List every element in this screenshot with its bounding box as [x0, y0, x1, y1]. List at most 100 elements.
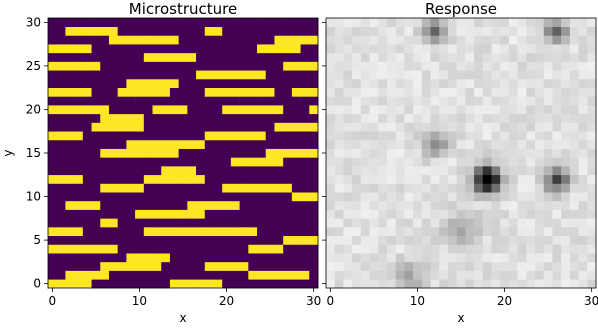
heatmap-cell-microstructure — [239, 200, 249, 210]
heatmap-cell-response — [552, 270, 562, 280]
heatmap-cell-microstructure — [213, 18, 223, 28]
heatmap-cell-microstructure — [74, 244, 84, 254]
heatmap-cell-microstructure — [74, 105, 84, 115]
heatmap-cell-response — [352, 174, 362, 184]
heatmap-cell-microstructure — [196, 131, 206, 141]
heatmap-cell-response — [561, 122, 571, 132]
heatmap-cell-microstructure — [82, 227, 92, 237]
heatmap-cell-response — [561, 35, 571, 45]
heatmap-cell-response — [465, 235, 475, 245]
heatmap-cell-microstructure — [161, 70, 171, 80]
heatmap-cell-response — [526, 279, 536, 289]
heatmap-cell-response — [543, 96, 553, 106]
heatmap-cell-response — [369, 279, 379, 289]
heatmap-cell-microstructure — [65, 35, 75, 45]
heatmap-cell-response — [474, 113, 484, 123]
heatmap-cell-microstructure — [196, 279, 206, 289]
heatmap-cell-microstructure — [108, 209, 118, 219]
heatmap-cell-microstructure — [196, 192, 206, 202]
heatmap-cell-microstructure — [100, 166, 110, 176]
heatmap-cell-microstructure — [248, 70, 258, 80]
heatmap-cell-microstructure — [135, 26, 145, 36]
heatmap-cell-microstructure — [117, 61, 127, 71]
heatmap-cell-microstructure — [309, 35, 319, 45]
heatmap-cell-microstructure — [82, 131, 92, 141]
heatmap-cell-response — [526, 148, 536, 158]
heatmap-cell-microstructure — [82, 139, 92, 149]
heatmap-cell-microstructure — [108, 235, 118, 245]
heatmap-cell-microstructure — [117, 270, 127, 280]
heatmap-cell-response — [378, 26, 388, 36]
heatmap-cell-microstructure — [56, 139, 66, 149]
heatmap-cell-microstructure — [222, 227, 232, 237]
heatmap-cell-microstructure — [117, 157, 127, 167]
heatmap-cell-microstructure — [230, 270, 240, 280]
heatmap-cell-microstructure — [248, 131, 258, 141]
heatmap-cell-microstructure — [257, 244, 267, 254]
heatmap-cell-microstructure — [283, 279, 293, 289]
heatmap-cell-response — [482, 122, 492, 132]
heatmap-cell-microstructure — [196, 227, 206, 237]
heatmap-cell-response — [482, 26, 492, 36]
heatmap-cell-microstructure — [204, 139, 214, 149]
heatmap-cell-response — [326, 35, 336, 45]
heatmap-cell-microstructure — [283, 52, 293, 62]
heatmap-cell-microstructure — [161, 61, 171, 71]
heatmap-cell-response — [421, 139, 431, 149]
heatmap-cell-microstructure — [108, 113, 118, 123]
heatmap-cell-response — [517, 139, 527, 149]
heatmap-cell-response — [421, 78, 431, 88]
heatmap-cell-response — [569, 183, 579, 193]
heatmap-cell-response — [369, 157, 379, 167]
heatmap-cell-response — [456, 18, 466, 28]
heatmap-cell-response — [587, 148, 597, 158]
heatmap-cell-response — [421, 218, 431, 228]
heatmap-cell-response — [569, 209, 579, 219]
heatmap-cell-microstructure — [257, 139, 267, 149]
heatmap-cell-microstructure — [309, 70, 319, 80]
heatmap-cell-response — [465, 70, 475, 80]
heatmap-cell-microstructure — [204, 148, 214, 158]
heatmap-cell-microstructure — [265, 166, 275, 176]
heatmap-cell-response — [561, 261, 571, 271]
heatmap-cell-response — [334, 18, 344, 28]
heatmap-cell-response — [474, 174, 484, 184]
heatmap-cell-microstructure — [74, 131, 84, 141]
heatmap-cell-microstructure — [239, 148, 249, 158]
heatmap-cell-microstructure — [213, 52, 223, 62]
heatmap-cell-microstructure — [300, 139, 310, 149]
heatmap-cell-response — [395, 122, 405, 132]
heatmap-cell-microstructure — [56, 87, 66, 97]
heatmap-cell-microstructure — [196, 166, 206, 176]
heatmap-cell-microstructure — [283, 209, 293, 219]
heatmap-cell-microstructure — [100, 96, 110, 106]
heatmap-cell-response — [378, 139, 388, 149]
heatmap-cell-microstructure — [178, 105, 188, 115]
heatmap-cell-microstructure — [283, 270, 293, 280]
heatmap-cell-microstructure — [204, 87, 214, 97]
heatmap-cell-microstructure — [196, 35, 206, 45]
heatmap-cell-microstructure — [309, 183, 319, 193]
heatmap-cell-microstructure — [283, 78, 293, 88]
heatmap-cell-microstructure — [187, 192, 197, 202]
heatmap-cell-response — [326, 139, 336, 149]
heatmap-cell-response — [587, 192, 597, 202]
heatmap-cell-response — [535, 174, 545, 184]
heatmap-cell-microstructure — [300, 174, 310, 184]
heatmap-cell-microstructure — [91, 61, 101, 71]
heatmap-cell-response — [474, 52, 484, 62]
heatmap-cell-microstructure — [161, 218, 171, 228]
heatmap-cell-microstructure — [248, 113, 258, 123]
heatmap-cell-response — [404, 209, 414, 219]
heatmap-cell-microstructure — [56, 261, 66, 271]
heatmap-cell-response — [360, 157, 370, 167]
heatmap-cell-response — [482, 52, 492, 62]
heatmap-cell-microstructure — [230, 113, 240, 123]
heatmap-cell-response — [447, 131, 457, 141]
heatmap-cell-response — [430, 26, 440, 36]
heatmap-cell-response — [561, 218, 571, 228]
heatmap-cell-response — [447, 244, 457, 254]
heatmap-cell-response — [508, 139, 518, 149]
heatmap-cell-microstructure — [152, 209, 162, 219]
